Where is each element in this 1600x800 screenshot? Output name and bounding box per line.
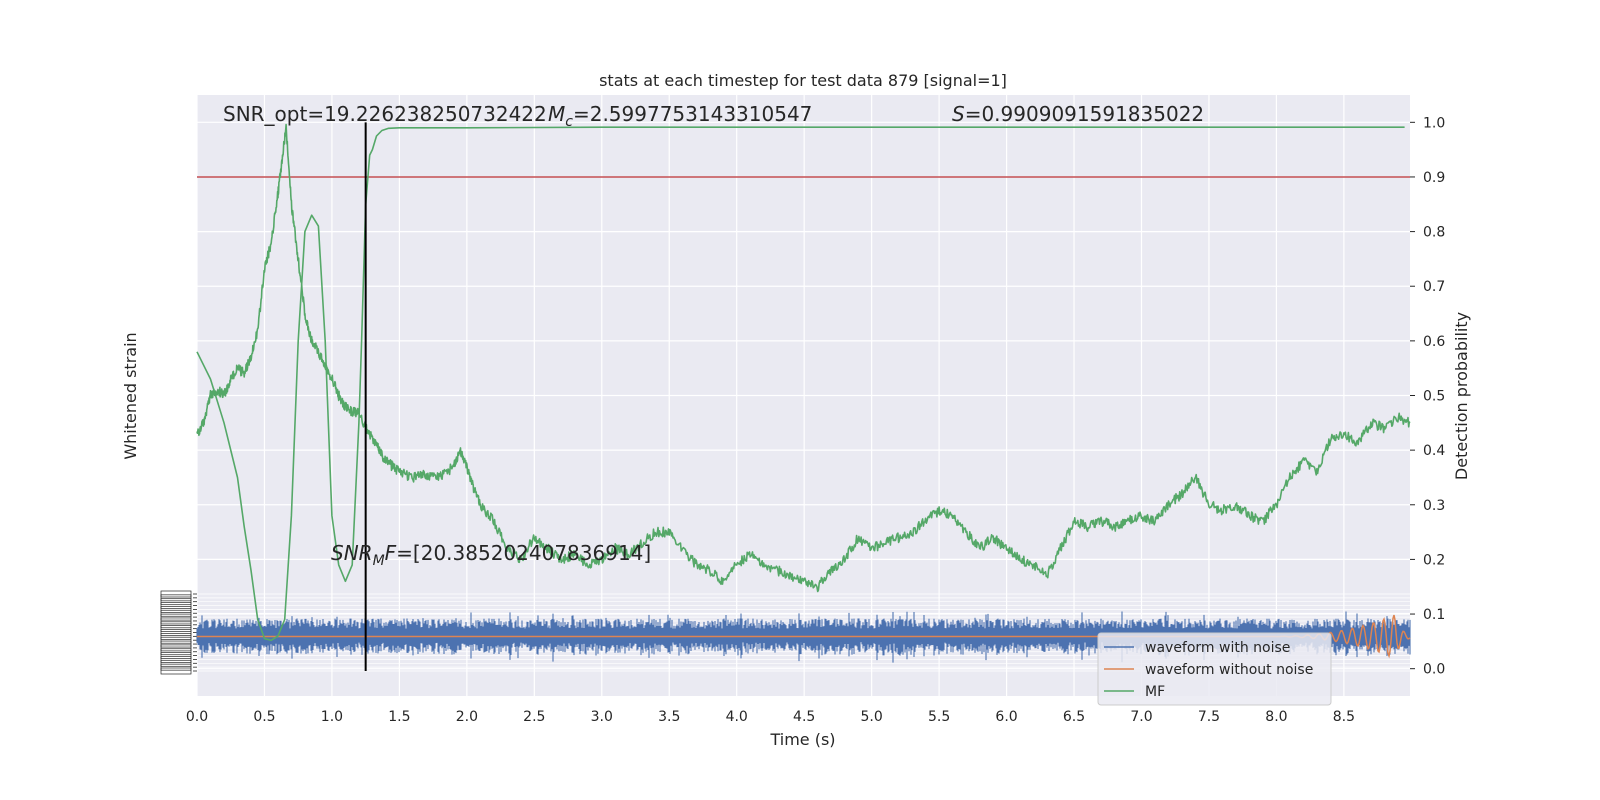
- y-axis-label-left: Whitened strain: [121, 332, 140, 459]
- x-tick-label: 5.5: [928, 709, 950, 725]
- s-annotation: S=0.9909091591835022: [952, 102, 1204, 126]
- y-tick-label: 0.9: [1423, 170, 1445, 186]
- x-tick-label: 7.0: [1130, 709, 1152, 725]
- x-tick-label: 2.0: [456, 709, 478, 725]
- y-tick-label: 1.0: [1423, 115, 1445, 131]
- strain-tick-label: [160, 602, 192, 609]
- mc-annotation: Mc=2.5997753143310547: [548, 102, 812, 130]
- y-tick-label: 0.0: [1423, 662, 1445, 678]
- legend-box: [1097, 632, 1332, 706]
- x-tick-label: 6.0: [995, 709, 1017, 725]
- mf-line: [196, 126, 1405, 642]
- x-tick-label: 4.0: [726, 709, 748, 725]
- legend-label-clean: waveform without noise: [1145, 662, 1313, 678]
- strain-tick-label: [160, 609, 192, 617]
- legend-label-noise: waveform with noise: [1145, 640, 1290, 656]
- x-tick-label: 0.5: [253, 709, 275, 725]
- y-tick-label: 0.2: [1423, 552, 1445, 568]
- y-tick-label: 0.7: [1423, 279, 1445, 295]
- strain-tick-label: [160, 648, 192, 656]
- strain-tick-label: [160, 656, 192, 663]
- chart-title: stats at each timestep for test data 879…: [599, 71, 1007, 90]
- detection-probability-line: [196, 123, 1411, 593]
- legend: waveform with noise waveform without noi…: [1097, 632, 1332, 706]
- y-tick-label: 0.8: [1423, 225, 1445, 241]
- x-axis-label: Time (s): [769, 730, 835, 749]
- x-tick-label: 4.5: [793, 709, 815, 725]
- strain-tick-label: [160, 659, 192, 667]
- strain-tick-label: [160, 652, 192, 659]
- strain-tick-label: [160, 632, 192, 640]
- strain-tick-label: [160, 629, 192, 636]
- x-tick-label: 2.5: [523, 709, 545, 725]
- x-tick-label: 7.5: [1198, 709, 1220, 725]
- x-tick-label: 1.0: [321, 709, 343, 725]
- snr-opt-annotation: SNR_opt=19.226238250732422: [223, 102, 547, 126]
- x-tick-label: 8.0: [1265, 709, 1287, 725]
- x-tick-label: 6.5: [1063, 709, 1085, 725]
- y-axis-label-right: Detection probability: [1452, 312, 1471, 480]
- x-tick-label: 1.5: [388, 709, 410, 725]
- x-tick-label: 0.0: [186, 709, 208, 725]
- legend-label-mf: MF: [1145, 684, 1165, 700]
- strain-tick-label: [160, 617, 192, 625]
- strain-tick-label: [160, 594, 192, 602]
- y-tick-label: 0.4: [1423, 443, 1445, 459]
- strain-tick-label: [160, 667, 192, 675]
- strain-tick-label: [160, 613, 192, 621]
- strain-tick-label: [160, 636, 192, 644]
- strain-tick-label: [160, 625, 192, 633]
- y-tick-label: 0.5: [1423, 389, 1445, 405]
- x-tick-labels: 0.0 0.5 1.0 1.5 2.0 2.5 3.0 3.5 4.0 4.5 5.0 5.5 6.0 6…: [186, 709, 1355, 725]
- strain-tick-label: [160, 640, 192, 648]
- strain-ticks: [160, 590, 197, 675]
- snr-mf-annotation: SNRMF=[20.385202407836914]: [331, 541, 651, 569]
- strain-tick-label: [160, 606, 192, 613]
- strain-tick-label: [160, 621, 192, 629]
- x-tick-label: 3.0: [591, 709, 613, 725]
- y-tick-label: 0.1: [1423, 607, 1445, 623]
- y-tick-label: 0.3: [1423, 498, 1445, 514]
- y-tick-labels: 0.0 0.1 0.2 0.3 0.4 0.5 0.6 0.7 0.8 0.9 1.0: [1410, 115, 1445, 678]
- x-tick-label: 5.0: [861, 709, 883, 725]
- x-tick-label: 3.5: [658, 709, 680, 725]
- strain-tick-label: [160, 644, 192, 652]
- y-tick-label: 0.6: [1423, 334, 1445, 350]
- strain-tick-label: [160, 590, 192, 598]
- strain-tick-label: [160, 598, 192, 606]
- x-tick-label: 8.5: [1333, 709, 1355, 725]
- strain-tick-label: [160, 663, 192, 671]
